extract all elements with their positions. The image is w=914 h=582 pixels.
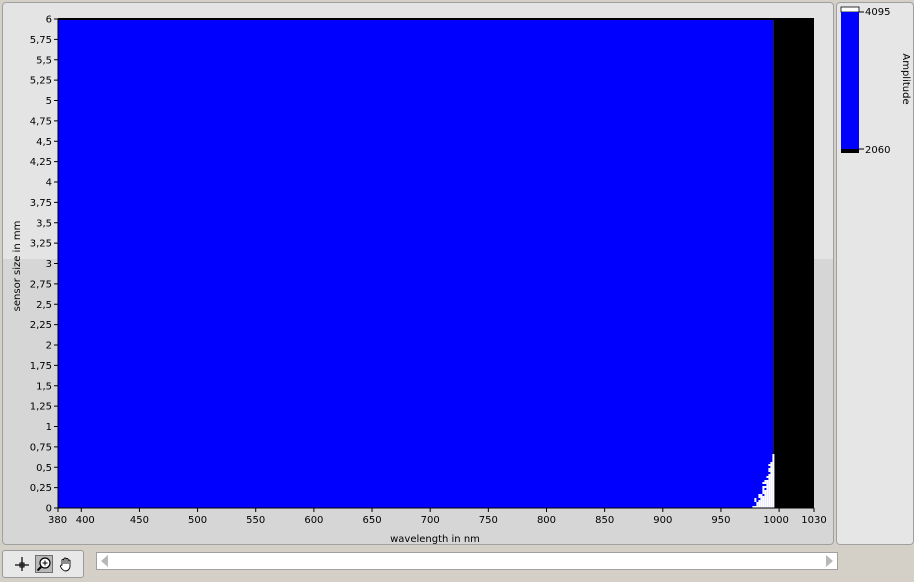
intensity-graph[interactable]: 0 0,25 0,5 0,75 1 1,25 1,5 1,75 2 2,25 2,5 2,75 3 3,2… bbox=[3, 3, 835, 546]
y-tick-label: 5,25 bbox=[30, 76, 52, 87]
crosshair-icon[interactable] bbox=[13, 555, 31, 573]
pan-hand-icon[interactable] bbox=[57, 555, 75, 573]
color-scale-high-band bbox=[840, 6, 860, 13]
intensity-graph-panel: 0 0,25 0,5 0,75 1 1,25 1,5 1,75 2 2,25 2,5 2,75 3 3,2… bbox=[2, 2, 834, 545]
y-tick-label: 4 bbox=[46, 178, 52, 189]
scroll-left-arrow-icon[interactable] bbox=[101, 555, 108, 567]
x-tick-label: 1030 bbox=[801, 515, 826, 526]
y-tick-label: 6 bbox=[46, 15, 52, 26]
color-scale-low-band bbox=[841, 149, 859, 153]
y-tick-label: 3,75 bbox=[30, 198, 52, 209]
x-tick-label: 450 bbox=[130, 515, 149, 526]
x-tick-label: 950 bbox=[711, 515, 730, 526]
x-tick-label: 550 bbox=[246, 515, 265, 526]
y-tick-label: 5,75 bbox=[30, 35, 52, 46]
heatmap-region-low bbox=[773, 19, 814, 508]
y-tick-label: 4,5 bbox=[36, 137, 52, 148]
heatmap-region-mid bbox=[58, 19, 774, 508]
y-tick-label: 3,5 bbox=[36, 218, 52, 229]
y-tick-label: 0,75 bbox=[30, 442, 52, 453]
heatmap-region-saturated bbox=[752, 454, 775, 508]
y-tick-label: 3 bbox=[46, 259, 52, 270]
color-scale-label: Amplitude bbox=[900, 53, 911, 104]
y-tick-label: 1,5 bbox=[36, 381, 52, 392]
y-tick-label: 0,25 bbox=[30, 483, 52, 494]
y-tick-label: 4,25 bbox=[30, 157, 52, 168]
x-tick-label: 500 bbox=[188, 515, 207, 526]
color-scale-min-label: 2060 bbox=[865, 145, 890, 156]
x-tick-label: 400 bbox=[76, 515, 95, 526]
y-tick-label: 1,25 bbox=[30, 402, 52, 413]
graph-palette bbox=[2, 550, 84, 578]
x-tick-label: 380 bbox=[48, 515, 67, 526]
x-tick-label: 1000 bbox=[763, 515, 788, 526]
y-tick-label: 1 bbox=[46, 422, 52, 433]
x-tick-label: 750 bbox=[479, 515, 498, 526]
y-tick-label: 2 bbox=[46, 341, 52, 352]
color-scale[interactable]: 4095 2060 Amplitude bbox=[837, 3, 914, 546]
y-tick-label: 2,5 bbox=[36, 300, 52, 311]
x-tick-label: 850 bbox=[595, 515, 614, 526]
x-axis: 380 400 450 500 550 600 650 700 750 800 850 900 950 1… bbox=[48, 508, 827, 526]
y-tick-label: 5 bbox=[46, 96, 52, 107]
y-tick-label: 0 bbox=[46, 504, 52, 515]
y-tick-label: 2,25 bbox=[30, 320, 52, 331]
y-tick-label: 4,75 bbox=[30, 116, 52, 127]
horizontal-scrollbar[interactable] bbox=[96, 552, 838, 570]
plot-area bbox=[57, 18, 814, 509]
x-tick-label: 700 bbox=[421, 515, 440, 526]
color-scale-mid-band bbox=[841, 12, 859, 149]
x-tick-label: 650 bbox=[362, 515, 381, 526]
scroll-right-arrow-icon[interactable] bbox=[826, 555, 833, 567]
y-tick-label: 3,25 bbox=[30, 239, 52, 250]
x-axis-label: wavelength in nm bbox=[390, 534, 480, 545]
y-axis-label: sensor size in mm bbox=[12, 221, 23, 312]
color-scale-panel: 4095 2060 Amplitude bbox=[836, 2, 914, 545]
y-axis: 0 0,25 0,5 0,75 1 1,25 1,5 1,75 2 2,25 2,5 2,75 3 3,2… bbox=[30, 15, 58, 515]
y-tick-label: 2,75 bbox=[30, 279, 52, 290]
x-tick-label: 900 bbox=[653, 515, 672, 526]
y-tick-label: 1,75 bbox=[30, 361, 52, 372]
y-tick-label: 0,5 bbox=[36, 463, 52, 474]
x-tick-label: 600 bbox=[304, 515, 323, 526]
color-scale-max-label: 4095 bbox=[865, 7, 890, 18]
x-tick-label: 800 bbox=[537, 515, 556, 526]
zoom-icon[interactable] bbox=[35, 555, 53, 573]
y-tick-label: 5,5 bbox=[36, 55, 52, 66]
